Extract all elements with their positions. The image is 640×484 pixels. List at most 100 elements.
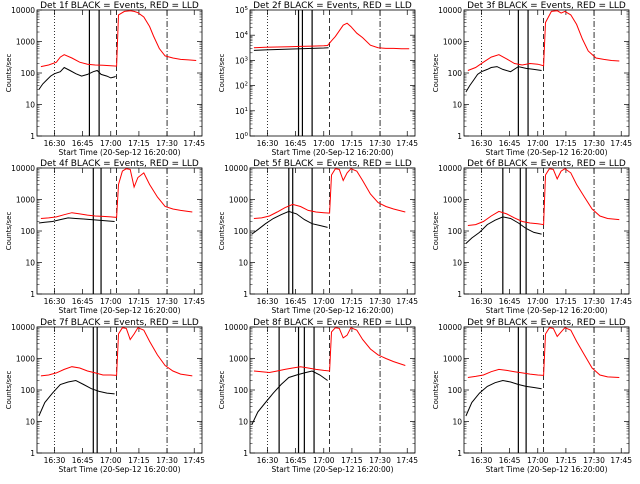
x-tick-label: 17:15: [128, 297, 150, 306]
x-tick-label: 17:30: [369, 297, 391, 306]
x-tick-label: 17:15: [341, 297, 363, 306]
y-tick-label: 1: [30, 449, 35, 458]
x-tick-label: 17:45: [610, 297, 632, 306]
lld-series-line: [467, 327, 620, 378]
plot-2: Det 2f BLACK = Events, RED = LLD 100 101 10…: [218, 1, 418, 157]
events-series-line: [38, 379, 115, 417]
y-tick-label: 1: [30, 132, 35, 141]
events-series-line: [253, 47, 329, 51]
y-tick-label: 1: [243, 449, 248, 458]
lld-series-line: [253, 168, 406, 219]
x-tick-label: 17:30: [369, 139, 391, 148]
plot-6: Det 6f BLACK = Events, RED = LLD 1 10 100 10…: [432, 159, 632, 315]
x-tick-label: 17:15: [341, 139, 363, 148]
x-tick-label: 17:00: [313, 456, 335, 465]
plot-title: Det 8f BLACK = Events, RED = LLD: [253, 318, 412, 328]
x-tick-label: 16:30: [471, 297, 493, 306]
y-tick-label: 104: [235, 31, 249, 40]
plot-4: Det 4f BLACK = Events, RED = LLD 1 10 100 10…: [5, 159, 205, 315]
y-tick-label: 1: [243, 290, 248, 299]
y-tick-label: 10: [25, 418, 35, 427]
y-tick-label: 10000: [438, 164, 462, 173]
x-axis-label: Start Time (20-Sep-12 16:20:00): [59, 306, 181, 315]
y-tick-label: 103: [235, 56, 249, 65]
plot-frame: [463, 9, 630, 137]
plot-frame: [249, 167, 416, 295]
events-series-line: [38, 66, 116, 90]
x-axis-label: Start Time (20-Sep-12 16:20:00): [486, 148, 608, 157]
x-tick-label: 17:30: [156, 456, 178, 465]
y-tick-label: 100: [234, 386, 249, 395]
x-tick-label: 17:45: [396, 456, 418, 465]
x-axis-label: Start Time (20-Sep-12 16:20:00): [486, 465, 608, 474]
y-tick-label: 1: [30, 290, 35, 299]
x-tick-label: 16:30: [471, 456, 493, 465]
y-axis-label: Counts/sec: [218, 54, 226, 93]
plot-title: Det 4f BLACK = Events, RED = LLD: [40, 159, 199, 169]
y-tick-label: 100: [448, 227, 463, 236]
x-tick-label: 16:30: [44, 456, 66, 465]
plot-title: Det 5f BLACK = Events, RED = LLD: [253, 159, 412, 169]
y-tick-label: 10000: [224, 323, 248, 332]
y-axis-label: Counts/sec: [432, 54, 440, 93]
x-tick-label: 16:45: [285, 297, 307, 306]
x-axis-label: Start Time (20-Sep-12 16:20:00): [272, 465, 394, 474]
events-series-line: [251, 210, 328, 235]
plot-frame: [463, 326, 630, 454]
y-tick-label: 102: [235, 82, 248, 91]
y-tick-label: 105: [235, 6, 249, 15]
y-tick-label: 100: [21, 227, 36, 236]
x-tick-label: 17:45: [610, 139, 632, 148]
x-axis-label: Start Time (20-Sep-12 16:20:00): [59, 148, 181, 157]
y-tick-label: 1000: [16, 196, 35, 205]
x-tick-label: 17:45: [183, 297, 205, 306]
x-tick-label: 17:00: [313, 139, 335, 148]
y-axis-label: Counts/sec: [218, 212, 226, 251]
x-tick-label: 17:30: [583, 456, 605, 465]
lld-series-line: [467, 10, 620, 71]
y-tick-label: 100: [448, 69, 463, 78]
x-tick-label: 16:30: [257, 456, 279, 465]
y-tick-label: 100: [21, 69, 36, 78]
y-tick-label: 100: [448, 386, 463, 395]
plot-title: Det 9f BLACK = Events, RED = LLD: [467, 318, 626, 328]
y-tick-label: 10: [452, 418, 462, 427]
x-tick-label: 16:45: [72, 139, 94, 148]
x-tick-label: 16:45: [499, 139, 521, 148]
x-tick-label: 17:00: [100, 297, 122, 306]
x-tick-label: 17:00: [313, 297, 335, 306]
plot-3: Det 3f BLACK = Events, RED = LLD 1 10 100 10…: [432, 1, 632, 157]
events-series-line: [465, 66, 542, 93]
plot-title: Det 1f BLACK = Events, RED = LLD: [40, 1, 199, 11]
x-tick-label: 17:45: [183, 139, 205, 148]
x-tick-label: 17:15: [128, 456, 150, 465]
events-series-line: [38, 217, 115, 224]
plot-frame: [249, 9, 416, 137]
y-axis-label: Counts/sec: [218, 371, 226, 410]
x-axis-label: Start Time (20-Sep-12 16:20:00): [486, 306, 608, 315]
lld-series-line: [40, 10, 197, 68]
y-tick-label: 100: [21, 386, 36, 395]
x-tick-label: 17:30: [583, 297, 605, 306]
y-tick-label: 10000: [11, 164, 35, 173]
y-tick-label: 101: [235, 107, 248, 116]
plot-title: Det 6f BLACK = Events, RED = LLD: [467, 159, 626, 169]
x-tick-label: 17:00: [527, 139, 549, 148]
x-tick-label: 16:30: [44, 139, 66, 148]
x-tick-label: 16:30: [471, 139, 493, 148]
y-axis-label: Counts/sec: [5, 54, 13, 93]
y-tick-label: 10: [25, 259, 35, 268]
y-tick-label: 10000: [11, 6, 35, 15]
y-tick-label: 1: [457, 449, 462, 458]
x-tick-label: 17:45: [610, 456, 632, 465]
x-tick-label: 16:30: [44, 297, 66, 306]
y-tick-label: 1: [457, 290, 462, 299]
x-tick-label: 17:30: [583, 139, 605, 148]
x-tick-label: 17:45: [183, 456, 205, 465]
plot-frame: [463, 167, 630, 295]
y-tick-label: 1: [457, 132, 462, 141]
x-tick-label: 17:45: [396, 139, 418, 148]
y-axis-label: Counts/sec: [432, 212, 440, 251]
y-tick-label: 10: [238, 418, 248, 427]
plot-title: Det 7f BLACK = Events, RED = LLD: [40, 318, 199, 328]
